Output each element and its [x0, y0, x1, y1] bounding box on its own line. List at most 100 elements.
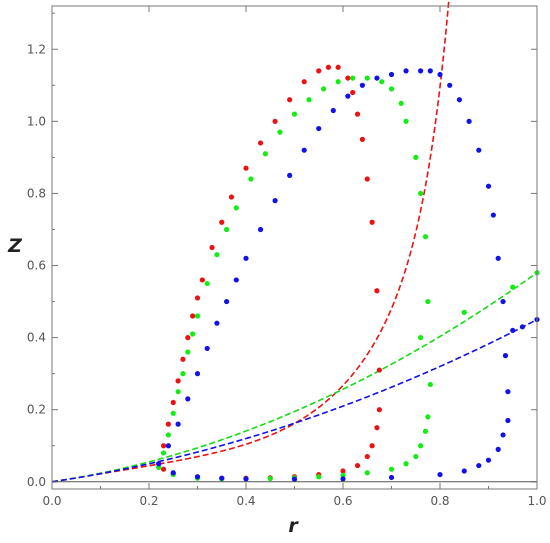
data-point [219, 475, 225, 481]
data-point [359, 82, 365, 88]
data-point [364, 470, 370, 476]
data-point [359, 136, 365, 142]
data-point [369, 219, 375, 225]
data-point [190, 331, 196, 337]
data-point [160, 443, 167, 449]
data-point [388, 474, 395, 481]
data-point [257, 140, 264, 146]
data-point [262, 151, 268, 157]
data-point [228, 194, 235, 200]
data-point [267, 475, 273, 482]
data-point [461, 468, 467, 474]
data-point [277, 129, 283, 135]
data-point [165, 443, 171, 449]
data-point [287, 172, 293, 179]
data-point [321, 86, 327, 92]
data-point [374, 425, 380, 431]
data-point [185, 396, 191, 402]
data-point [233, 277, 239, 283]
x-tick-label: 0.0 [42, 494, 61, 508]
data-point [485, 457, 492, 463]
data-point [233, 205, 239, 211]
data-point [354, 111, 361, 117]
data-point [180, 356, 186, 362]
tick-layer: 0.0 0.2 0.4 0.6 0.8 1.0 0.0 0.2 0.4 0.6 0.8 1.0 1.2 [27, 6, 547, 508]
x-tick-label: 0.2 [139, 494, 158, 508]
data-point [170, 470, 176, 476]
data-point [403, 68, 409, 74]
y-tick-label: 1.0 [27, 114, 46, 128]
data-point [374, 75, 380, 81]
data-point [214, 252, 220, 258]
data-point [335, 79, 341, 85]
data-point [316, 125, 322, 132]
y-axis-title: Z [7, 235, 23, 257]
data-point [180, 371, 186, 377]
data-point [505, 389, 511, 395]
data-point [461, 309, 467, 315]
data-point [160, 466, 167, 472]
data-point [422, 234, 429, 240]
data-point [437, 71, 443, 78]
data-point [170, 399, 176, 406]
data-point [447, 82, 453, 88]
data-point [456, 97, 462, 103]
data-point [354, 462, 361, 469]
data-point [301, 147, 307, 153]
data-point [175, 378, 181, 384]
data-point [306, 97, 312, 103]
data-point [403, 118, 409, 124]
data-point [335, 64, 341, 70]
data-point [287, 97, 293, 103]
data-point [219, 219, 225, 225]
data-point [291, 111, 298, 117]
data-point [243, 255, 249, 261]
data-point [340, 472, 346, 478]
data-point [502, 353, 509, 359]
data-point [301, 79, 307, 85]
data-point [476, 462, 482, 469]
data-point [495, 255, 501, 261]
data-point [418, 190, 424, 197]
data-point [350, 89, 356, 96]
y-tick-label: 0.4 [27, 331, 46, 345]
data-point [316, 474, 322, 480]
data-point [388, 466, 395, 472]
data-point [500, 432, 506, 438]
data-point [500, 298, 506, 305]
data-point [418, 335, 424, 341]
data-point [243, 165, 249, 171]
y-tick-label: 0.0 [27, 475, 46, 489]
data-point [340, 468, 346, 474]
data-point [427, 68, 433, 74]
data-point [204, 345, 210, 352]
x-tick-label: 0.6 [333, 494, 352, 508]
dashed-curve [51, 0, 450, 483]
data-point [418, 443, 424, 449]
data-point [350, 75, 356, 81]
data-point [209, 244, 215, 251]
data-point [519, 324, 526, 330]
data-point [194, 371, 201, 377]
data-point [194, 295, 201, 301]
data-point [388, 71, 395, 78]
data-point [485, 183, 492, 189]
dashed-curve [51, 318, 538, 483]
data-point [495, 446, 501, 452]
data-point [418, 68, 424, 74]
y-tick-label: 1.2 [27, 42, 46, 56]
data-point [490, 212, 496, 218]
y-tick-label: 0.6 [27, 259, 46, 273]
data-point [185, 335, 191, 341]
x-tick-label: 0.8 [430, 494, 449, 508]
data-point [194, 474, 201, 480]
data-point [364, 75, 370, 81]
data-point [364, 176, 370, 182]
data-point [364, 453, 370, 460]
data-point [316, 68, 322, 74]
data-point [272, 198, 278, 204]
data-point [224, 226, 230, 233]
y-tick-label: 0.2 [27, 403, 46, 417]
data-point [466, 118, 472, 124]
data-point [190, 313, 196, 319]
